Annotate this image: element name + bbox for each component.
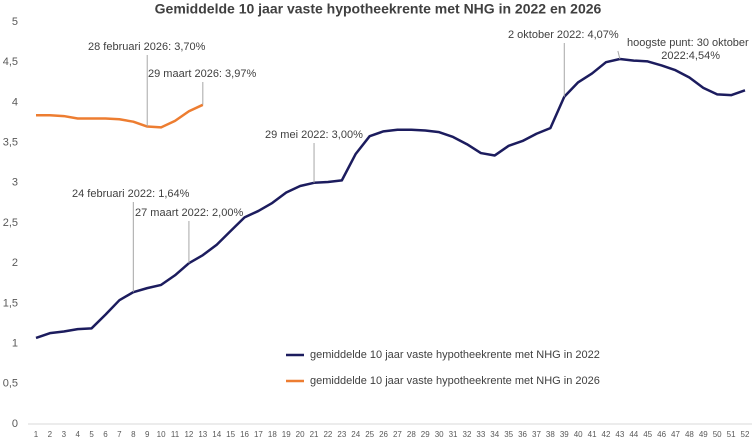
y-tick-label: 0,5 bbox=[3, 378, 18, 390]
x-tick-label: 22 bbox=[323, 430, 332, 439]
x-tick-label: 29 bbox=[421, 430, 430, 439]
y-tick-label: 5 bbox=[12, 16, 18, 28]
x-tick-label: 26 bbox=[379, 430, 388, 439]
x-tick-label: 24 bbox=[351, 430, 360, 439]
x-tick-label: 11 bbox=[171, 430, 180, 439]
annotation: 28 februari 2026: 3,70% bbox=[88, 41, 206, 53]
x-tick-label: 45 bbox=[643, 430, 652, 439]
x-tick-label: 20 bbox=[296, 430, 305, 439]
x-tick-label: 14 bbox=[212, 430, 221, 439]
chart-title: Gemiddelde 10 jaar vaste hypotheekrente … bbox=[155, 1, 602, 17]
x-tick-label: 47 bbox=[671, 430, 680, 439]
x-tick-label: 7 bbox=[117, 430, 122, 439]
x-tick-label: 19 bbox=[282, 430, 291, 439]
x-tick-label: 6 bbox=[103, 430, 108, 439]
x-tick-label: 27 bbox=[393, 430, 402, 439]
x-tick-label: 52 bbox=[741, 430, 750, 439]
y-tick-label: 4 bbox=[12, 96, 18, 108]
y-tick-label: 3,5 bbox=[3, 137, 18, 149]
x-tick-label: 17 bbox=[254, 430, 263, 439]
x-tick-label: 13 bbox=[198, 430, 207, 439]
x-tick-label: 39 bbox=[560, 430, 569, 439]
y-tick-label: 4,5 bbox=[3, 56, 18, 68]
x-tick-label: 35 bbox=[504, 430, 513, 439]
series-line bbox=[36, 103, 204, 129]
x-tick-label: 41 bbox=[588, 430, 597, 439]
legend-label: gemiddelde 10 jaar vaste hypotheekrente … bbox=[310, 349, 600, 361]
x-tick-label: 4 bbox=[75, 430, 80, 439]
x-tick-label: 30 bbox=[435, 430, 444, 439]
x-tick-label: 15 bbox=[226, 430, 235, 439]
x-tick-label: 48 bbox=[685, 430, 694, 439]
x-tick-label: 33 bbox=[476, 430, 485, 439]
x-tick-label: 51 bbox=[727, 430, 736, 439]
x-tick-label: 37 bbox=[532, 430, 541, 439]
x-tick-label: 9 bbox=[145, 430, 150, 439]
x-tick-label: 28 bbox=[407, 430, 416, 439]
x-tick-label: 25 bbox=[365, 430, 374, 439]
annotation: 29 mei 2022: 3,00% bbox=[265, 129, 363, 141]
y-tick-label: 0 bbox=[12, 418, 18, 430]
y-tick-label: 3 bbox=[12, 177, 18, 189]
x-tick-label: 36 bbox=[518, 430, 527, 439]
x-tick-label: 1 bbox=[34, 430, 39, 439]
x-tick-label: 16 bbox=[240, 430, 249, 439]
annotation: 2 oktober 2022: 4,07% bbox=[508, 29, 619, 41]
x-tick-label: 46 bbox=[657, 430, 666, 439]
x-tick-label: 18 bbox=[268, 430, 277, 439]
x-tick-label: 2 bbox=[48, 430, 53, 439]
x-tick-label: 50 bbox=[713, 430, 722, 439]
x-tick-label: 43 bbox=[615, 430, 624, 439]
y-tick-label: 2,5 bbox=[3, 217, 18, 229]
x-tick-label: 5 bbox=[89, 430, 94, 439]
leader-line bbox=[617, 50, 621, 60]
x-tick-label: 8 bbox=[131, 430, 136, 439]
annotation: 24 februari 2022: 1,64% bbox=[72, 188, 190, 200]
y-tick-label: 1,5 bbox=[3, 297, 18, 309]
y-tick-label: 1 bbox=[12, 338, 18, 350]
x-tick-label: 3 bbox=[62, 430, 67, 439]
x-tick-label: 31 bbox=[449, 430, 458, 439]
legend-label: gemiddelde 10 jaar vaste hypotheekrente … bbox=[310, 375, 600, 387]
annotation: 29 maart 2026: 3,97% bbox=[148, 68, 256, 80]
x-tick-label: 42 bbox=[602, 430, 611, 439]
x-tick-label: 49 bbox=[699, 430, 708, 439]
x-tick-label: 12 bbox=[184, 430, 193, 439]
x-tick-label: 44 bbox=[629, 430, 638, 439]
x-tick-label: 40 bbox=[574, 430, 583, 439]
x-tick-label: 32 bbox=[463, 430, 472, 439]
annotation: 27 maart 2022: 2,00% bbox=[135, 207, 243, 219]
series-line bbox=[35, 57, 746, 340]
y-tick-label: 2 bbox=[12, 257, 18, 269]
annotation: 2022:4,54% bbox=[661, 50, 720, 62]
x-tick-label: 23 bbox=[337, 430, 346, 439]
x-tick-label: 10 bbox=[157, 430, 166, 439]
x-tick-label: 21 bbox=[310, 430, 319, 439]
annotation: hoogste punt: 30 oktober bbox=[627, 37, 749, 49]
x-tick-label: 38 bbox=[546, 430, 555, 439]
x-tick-label: 34 bbox=[490, 430, 499, 439]
